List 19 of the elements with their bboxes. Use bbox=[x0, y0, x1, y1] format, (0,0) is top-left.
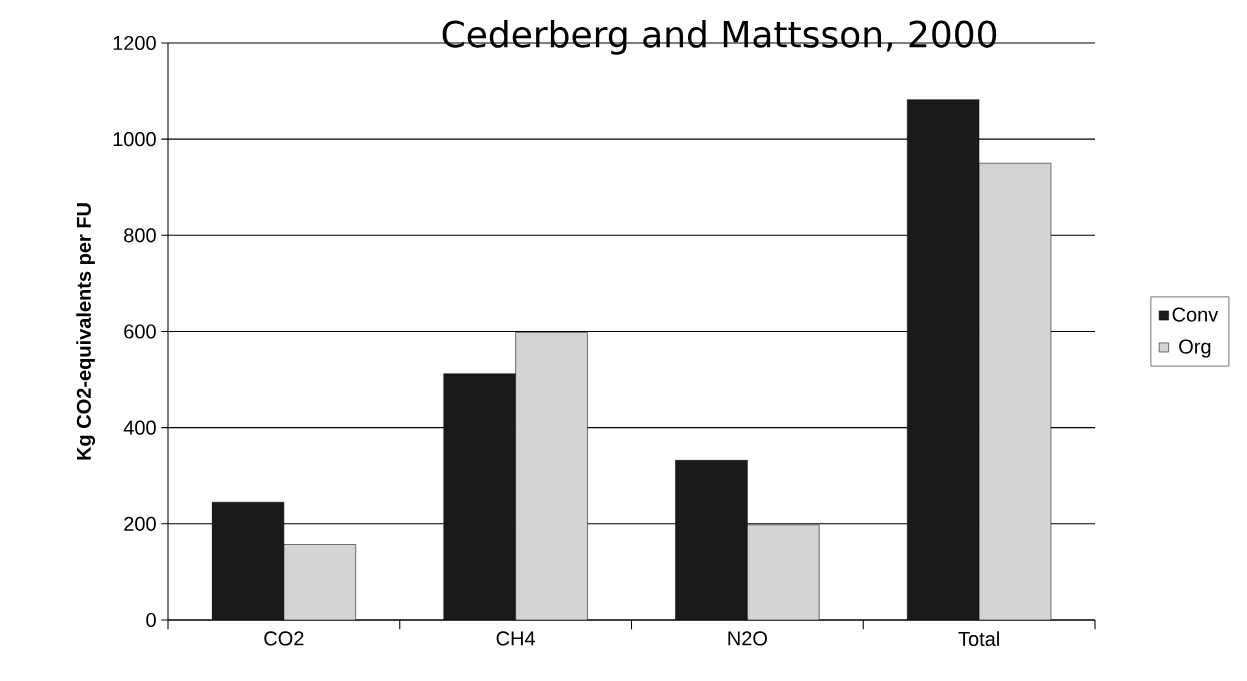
y-tick-label: 200 bbox=[124, 516, 156, 531]
x-tick-label: CH4 bbox=[496, 631, 536, 646]
x-tick-label: Total bbox=[958, 631, 999, 647]
chart-title: Cederberg and Mattsson, 2000 bbox=[442, 19, 997, 55]
legend-label: Conv bbox=[1172, 307, 1219, 322]
y-tick-label: 400 bbox=[123, 420, 156, 435]
y-tick-label: 0 bbox=[146, 612, 156, 628]
y-tick-label: 1000 bbox=[113, 132, 156, 147]
bar bbox=[515, 332, 588, 620]
bar bbox=[747, 524, 820, 620]
legend-label: Org bbox=[1179, 339, 1211, 358]
x-tick-label: CO2 bbox=[264, 631, 304, 646]
y-tick-label: 1200 bbox=[113, 35, 156, 51]
y-tick-label: 800 bbox=[124, 228, 156, 243]
bar bbox=[283, 544, 356, 620]
y-axis-title: Kg CO2-equivalents per FU bbox=[76, 203, 95, 460]
y-tick-label: 600 bbox=[124, 324, 156, 339]
x-tick-label: N2O bbox=[728, 631, 767, 646]
bar bbox=[978, 162, 1052, 620]
